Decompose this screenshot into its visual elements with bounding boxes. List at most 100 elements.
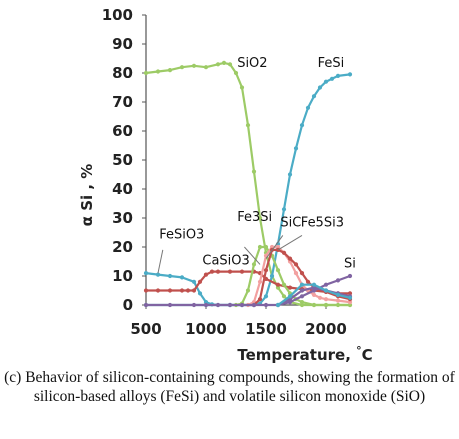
data-point [305, 279, 311, 284]
data-point [227, 302, 233, 308]
data-point [191, 288, 197, 293]
y-axis-title: α Si , % [78, 164, 96, 227]
data-point [263, 294, 269, 299]
series-line [145, 272, 254, 307]
data-point [143, 288, 149, 293]
data-point [239, 302, 245, 308]
data-point [311, 288, 317, 293]
data-point [347, 72, 353, 77]
series-unlabeled-9 [275, 282, 353, 308]
data-point [191, 63, 197, 68]
data-point [257, 215, 263, 221]
annotation-leader [277, 234, 303, 251]
data-point [299, 294, 305, 299]
data-point [233, 70, 239, 76]
data-point [347, 302, 353, 308]
data-point [275, 268, 281, 273]
data-point [275, 244, 281, 250]
annotation-label: SiC [280, 216, 301, 231]
data-point [179, 275, 185, 280]
annotation-label: FeSi [318, 56, 345, 71]
data-point [281, 294, 287, 299]
annotation-label: Fe3Si [237, 210, 272, 225]
data-point [323, 79, 329, 84]
data-point [257, 279, 263, 284]
y-tick-label: 90 [112, 35, 133, 53]
annotation-label: Fe5Si3 [301, 216, 344, 231]
data-point [347, 300, 353, 305]
data-point [293, 271, 299, 276]
data-point [299, 300, 305, 305]
annotation-layer: SiO2 FeSi FeSiO3 CaSiO3 Fe3Si SiC Fe5Si3 Si [157, 56, 356, 274]
y-tick-label: 20 [112, 238, 133, 256]
y-tick-label: 30 [112, 209, 133, 227]
series-line [145, 61, 350, 307]
y-tick-label: 50 [112, 151, 133, 169]
data-point [203, 302, 209, 308]
data-point [311, 285, 317, 290]
data-point [155, 69, 161, 74]
data-point [263, 244, 269, 250]
data-point [239, 85, 245, 90]
data-point [239, 269, 245, 274]
data-point [167, 273, 173, 279]
data-point [257, 244, 263, 250]
annotation-label: CaSiO3 [202, 253, 249, 268]
data-point [245, 288, 251, 293]
data-point [251, 169, 257, 174]
data-point [179, 65, 185, 70]
data-point [215, 62, 221, 67]
annotation-label: FeSiO3 [159, 227, 204, 242]
data-point [311, 292, 317, 297]
x-tick-label: 1500 [245, 320, 287, 338]
data-point [197, 291, 203, 296]
data-point [335, 292, 341, 297]
series-line [253, 248, 351, 306]
data-point [281, 207, 287, 212]
data-point [317, 85, 323, 90]
data-point [245, 123, 251, 128]
data-point [251, 302, 257, 308]
data-point [179, 288, 185, 293]
data-point [323, 282, 329, 287]
x-tick-label: 500 [130, 320, 161, 338]
data-point [347, 273, 353, 279]
data-point [323, 288, 329, 293]
series-sio2 [143, 60, 353, 308]
annotation-leader [157, 249, 164, 274]
data-point [287, 172, 293, 177]
figure-caption: (c) Behavior of silicon-containing compo… [4, 369, 455, 405]
data-point [257, 297, 263, 302]
data-point [143, 271, 149, 276]
annotation-leader [265, 235, 284, 259]
data-point [203, 272, 209, 277]
data-point [197, 279, 203, 284]
y-tick-label: 70 [112, 93, 133, 111]
data-point [251, 262, 257, 267]
data-point [269, 273, 275, 279]
x-axis-title: Temperature, °C [237, 344, 372, 364]
data-point [275, 302, 281, 308]
data-point [335, 298, 341, 303]
series-line [247, 245, 351, 306]
data-point [335, 73, 341, 78]
series-fesio3 [143, 271, 257, 308]
data-point [299, 288, 305, 293]
data-point [305, 105, 311, 110]
data-point [263, 302, 269, 308]
data-point [287, 256, 293, 261]
data-point [311, 302, 317, 308]
data-point [299, 271, 305, 276]
data-point [275, 282, 281, 287]
data-point [347, 291, 353, 296]
data-point [287, 294, 293, 299]
data-point [167, 288, 173, 293]
data-point [293, 146, 299, 151]
data-point [293, 262, 299, 267]
data-point [323, 297, 329, 302]
data-point [167, 302, 173, 308]
axes: 0 10 20 30 40 50 60 70 80 90 100 500 1000 1500 2000 [102, 6, 350, 338]
data-point [287, 300, 293, 305]
data-point [215, 269, 221, 274]
data-point [203, 300, 209, 305]
